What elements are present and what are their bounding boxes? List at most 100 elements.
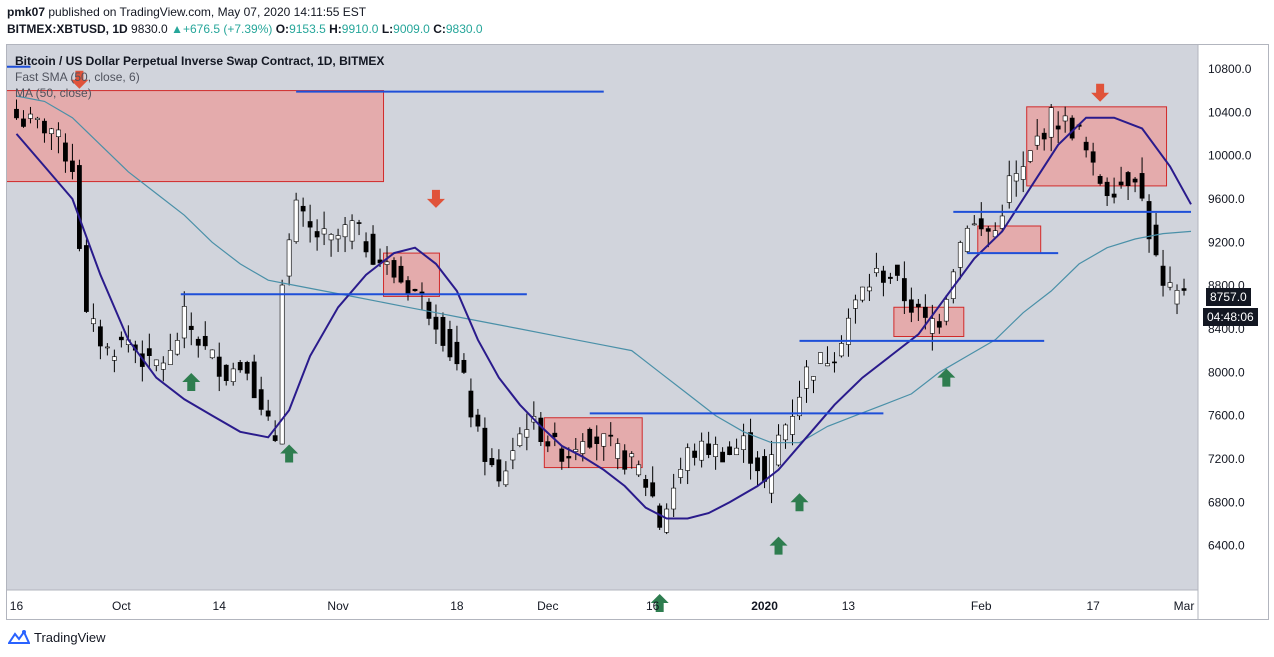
candle-body xyxy=(258,389,264,410)
candle-body xyxy=(650,482,656,497)
candle-body xyxy=(216,356,222,377)
price-chart[interactable]: 10800.010400.010000.09600.09200.08800.08… xyxy=(6,44,1269,620)
candle-body xyxy=(174,340,180,355)
price-axis xyxy=(1198,44,1269,620)
candle-body xyxy=(1034,135,1040,146)
candle-body xyxy=(853,299,858,309)
candle-body xyxy=(1006,175,1012,203)
candle-body xyxy=(587,428,593,448)
y-tick-label: 6400.0 xyxy=(1208,539,1245,553)
candle-body xyxy=(1146,201,1152,240)
candle-body xyxy=(524,429,530,438)
candle-body xyxy=(84,245,89,312)
low-value: 9009.0 xyxy=(393,22,430,36)
candle-body xyxy=(538,417,544,442)
candle-body xyxy=(447,328,453,358)
candle-body xyxy=(580,441,586,454)
candle-body xyxy=(1181,288,1187,291)
buy-arrow-icon xyxy=(280,444,299,463)
x-tick-label: 16 xyxy=(646,599,660,613)
candle-body xyxy=(741,435,746,450)
candle-body xyxy=(894,264,900,276)
x-tick-label: Oct xyxy=(112,599,131,613)
candle-body xyxy=(608,434,614,437)
candle-body xyxy=(314,231,320,238)
candle-body xyxy=(510,450,516,461)
candle-body xyxy=(223,364,229,381)
candle-body xyxy=(943,299,949,322)
candle-body xyxy=(929,318,935,334)
footer-brand[interactable]: TradingView xyxy=(8,629,106,645)
candle-body xyxy=(146,348,152,356)
candle-body xyxy=(503,470,509,486)
candle-body xyxy=(1055,125,1061,130)
x-tick-label: 17 xyxy=(1086,599,1100,613)
indicator-fast-sma[interactable]: Fast SMA (50, close, 6) xyxy=(15,70,140,84)
indicator-ma[interactable]: MA (50, close) xyxy=(15,86,92,100)
candle-body xyxy=(14,108,19,119)
candle-body xyxy=(1153,224,1159,256)
candle-body xyxy=(1083,141,1089,151)
y-tick-label: 6800.0 xyxy=(1208,495,1245,509)
candle-body xyxy=(188,325,194,330)
candle-body xyxy=(104,346,110,349)
candle-body xyxy=(244,362,250,374)
candle-body xyxy=(363,241,369,253)
publish-line: pmk07 published on TradingView.com, May … xyxy=(7,5,366,19)
candle-body xyxy=(880,270,886,283)
candle-body xyxy=(559,448,565,462)
candle-body xyxy=(335,235,341,240)
candle-body xyxy=(63,142,68,162)
candle-body xyxy=(566,456,572,459)
candle-body xyxy=(118,336,124,341)
candle-body xyxy=(35,117,40,120)
last-price: 9830.0 xyxy=(131,22,168,36)
x-tick-label: Nov xyxy=(327,599,348,613)
candle-body xyxy=(811,376,816,381)
candle-body xyxy=(804,366,809,389)
candle-body xyxy=(1118,181,1124,186)
high-label: H: xyxy=(329,22,342,36)
countdown-tag: 04:48:06 xyxy=(1203,308,1258,326)
sell-arrow-icon xyxy=(426,189,445,208)
candle-body xyxy=(818,352,823,364)
candle-body xyxy=(1090,151,1096,163)
candle-body xyxy=(272,435,278,441)
candle-body xyxy=(440,316,446,346)
candle-body xyxy=(706,443,712,455)
candle-body xyxy=(964,227,970,252)
y-tick-label: 7200.0 xyxy=(1208,452,1245,466)
candle-body xyxy=(209,349,215,359)
time-axis xyxy=(6,590,1198,620)
candle-body xyxy=(601,433,607,447)
low-label: L: xyxy=(381,22,394,36)
x-tick-label: Feb xyxy=(971,599,992,613)
author: pmk07 xyxy=(7,5,46,19)
candle-body xyxy=(971,223,977,226)
candle-body xyxy=(286,239,292,277)
candle-body xyxy=(307,221,313,228)
candle-body xyxy=(664,508,670,533)
buy-arrow-icon xyxy=(650,594,669,612)
x-tick-label: Dec xyxy=(537,599,558,613)
candle-body xyxy=(1174,290,1180,305)
candle-body xyxy=(1062,115,1068,122)
candle-body xyxy=(776,434,781,466)
x-tick-label: 16 xyxy=(10,599,24,613)
close-value: 9830.0 xyxy=(445,22,483,36)
candle-body xyxy=(1013,173,1019,182)
candle-body xyxy=(475,414,481,427)
candle-body xyxy=(783,424,788,441)
candle-body xyxy=(496,459,502,482)
candle-body xyxy=(839,343,844,357)
candle-body xyxy=(412,288,418,292)
candle-body xyxy=(867,286,872,292)
candle-body xyxy=(70,160,75,172)
candle-body xyxy=(720,451,725,463)
candle-body xyxy=(825,363,830,367)
buy-arrow-icon xyxy=(182,373,201,391)
candle-body xyxy=(300,205,306,212)
candle-body xyxy=(21,118,26,127)
candle-body xyxy=(615,443,621,459)
candle-body xyxy=(1020,166,1026,180)
